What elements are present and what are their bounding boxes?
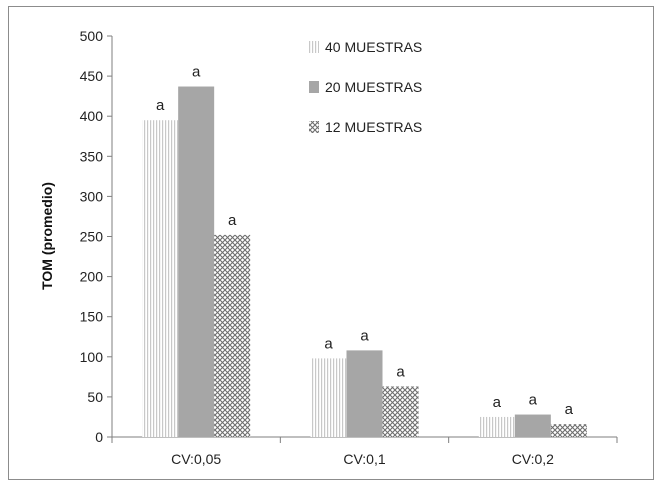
data-label: a [228, 212, 237, 229]
y-axis-label: TOM (promedio) [39, 182, 55, 290]
y-tick-label: 300 [80, 188, 104, 204]
y-tick-label: 350 [80, 148, 104, 164]
legend-label: 40 MUESTRAS [325, 39, 422, 55]
y-tick-label: 400 [80, 108, 104, 124]
bar-40-muestras-1 [310, 358, 347, 437]
data-label: a [360, 327, 369, 344]
legend-label: 12 MUESTRAS [325, 119, 422, 135]
data-label: a [396, 363, 405, 380]
y-tick-label: 200 [80, 269, 104, 285]
data-label: a [324, 335, 333, 352]
bar-40-muestras-0 [142, 120, 179, 438]
x-tick-label: CV:0,2 [512, 451, 554, 467]
bar-12-muestras-0 [214, 234, 251, 437]
y-tick-label: 0 [95, 429, 103, 445]
y-tick-label: 250 [80, 229, 104, 245]
y-tick-label: 500 [80, 28, 104, 44]
data-label: a [565, 401, 574, 418]
legend-swatch-12-muestras [309, 121, 319, 133]
y-tick-label: 50 [87, 389, 103, 405]
bar-20-muestras-1 [346, 350, 383, 437]
bar-40-muestras-2 [478, 416, 515, 437]
x-tick-label: CV:0,1 [343, 451, 385, 467]
legend-label: 20 MUESTRAS [325, 79, 422, 95]
data-label: a [192, 64, 201, 81]
legend-swatch-20-muestras [309, 81, 319, 93]
y-tick-label: 450 [80, 68, 104, 84]
legend-swatch-40-muestras [309, 41, 319, 53]
data-label: a [493, 394, 502, 411]
bar-12-muestras-2 [550, 424, 587, 437]
bar-20-muestras-0 [178, 86, 215, 437]
bars: a a a a a a a a a [142, 64, 587, 438]
y-tick-label: 150 [80, 309, 104, 325]
bar-20-muestras-2 [514, 414, 551, 437]
y-tick-label: 100 [80, 349, 104, 365]
data-label: a [156, 97, 165, 114]
x-tick-label: CV:0,05 [171, 451, 221, 467]
data-label: a [529, 392, 538, 409]
legend: 40 MUESTRAS 20 MUESTRAS 12 MUESTRAS [309, 39, 422, 135]
bar-12-muestras-1 [382, 386, 419, 437]
